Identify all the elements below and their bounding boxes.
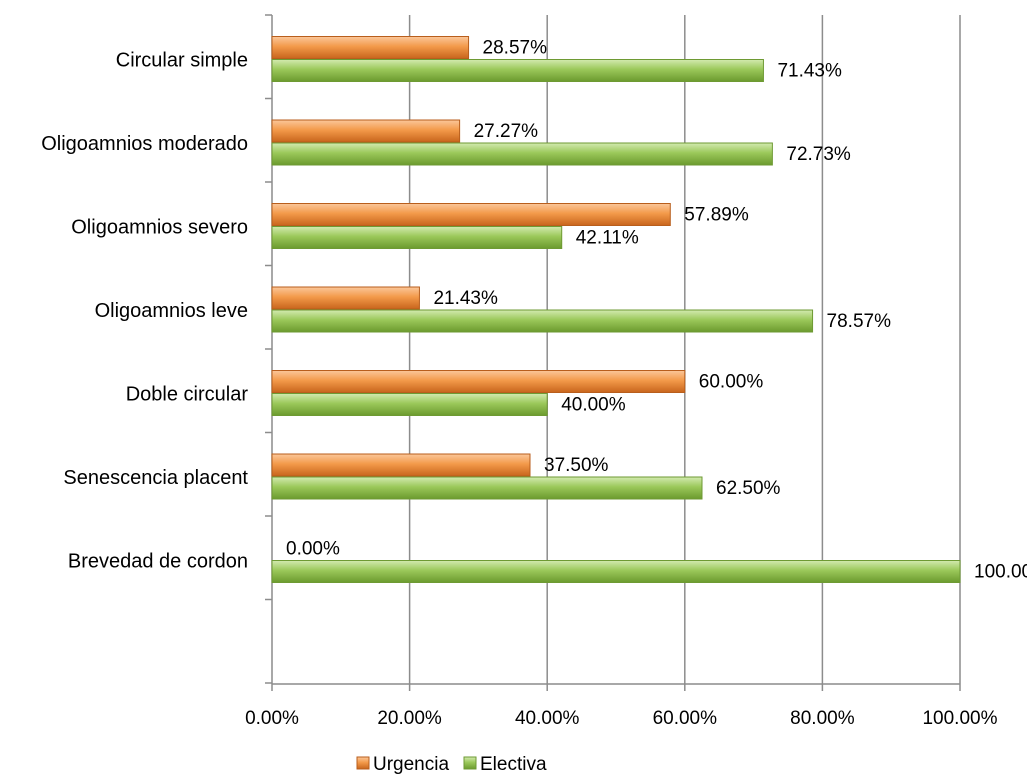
urgencia-bar [271, 36, 470, 59]
data-label: 0.00% [286, 539, 340, 560]
electiva-bar [271, 560, 961, 583]
electiva-bar [271, 59, 764, 82]
labels: 0.00% 20.00% 40.00% 60.00% 80.00% 100.00% Circ… [41, 38, 1027, 730]
legend-swatch-urgencia [356, 756, 370, 770]
x-tick-label: 20.00% [377, 708, 442, 729]
urgencia-bar [271, 203, 671, 226]
category-label: Oligoamnios moderado [41, 133, 248, 155]
electiva-bar [271, 142, 773, 166]
x-tick-label: 40.00% [515, 708, 580, 729]
urgencia-bar [271, 453, 531, 477]
legend-label-urgencia: Urgencia [373, 754, 449, 775]
data-label: 62.50% [716, 478, 781, 499]
data-label: 27.27% [474, 121, 539, 142]
data-label: 28.57% [483, 38, 548, 59]
data-label: 57.89% [684, 205, 749, 226]
category-label: Senescencia placent [63, 467, 248, 489]
category-label: Oligoamnios severo [71, 217, 248, 239]
data-label: 60.00% [699, 372, 764, 393]
electiva-bar [271, 226, 563, 249]
data-label: 40.00% [561, 395, 626, 416]
data-label: 72.73% [786, 144, 851, 165]
legend: Urgencia Electiva [356, 754, 547, 775]
category-label: Circular simple [116, 50, 248, 72]
data-label: 71.43% [777, 61, 842, 82]
category-label: Brevedad de cordon [68, 551, 248, 573]
electiva-bar [271, 393, 548, 416]
legend-label-electiva: Electiva [480, 754, 547, 775]
urgencia-bar [271, 286, 420, 310]
gridlines [408, 15, 961, 684]
category-label: Doble circular [126, 384, 249, 406]
legend-swatch-electiva [463, 756, 477, 770]
data-label: 37.50% [544, 455, 609, 476]
urgencia-bar [271, 119, 461, 143]
data-label: 100.00% [974, 562, 1027, 583]
axes [265, 14, 961, 691]
data-label: 21.43% [433, 288, 498, 309]
x-tick-label: 100.00% [922, 708, 997, 729]
urgencia-bar [271, 370, 686, 393]
electiva-bar [271, 476, 703, 500]
data-label: 42.11% [576, 228, 639, 249]
electiva-bar [271, 309, 814, 333]
data-label: 78.57% [827, 311, 892, 332]
x-tick-label: 80.00% [790, 708, 855, 729]
category-label: Oligoamnios leve [95, 300, 248, 322]
x-tick-label: 0.00% [245, 708, 299, 729]
x-tick-label: 60.00% [653, 708, 718, 729]
bars [271, 36, 961, 583]
